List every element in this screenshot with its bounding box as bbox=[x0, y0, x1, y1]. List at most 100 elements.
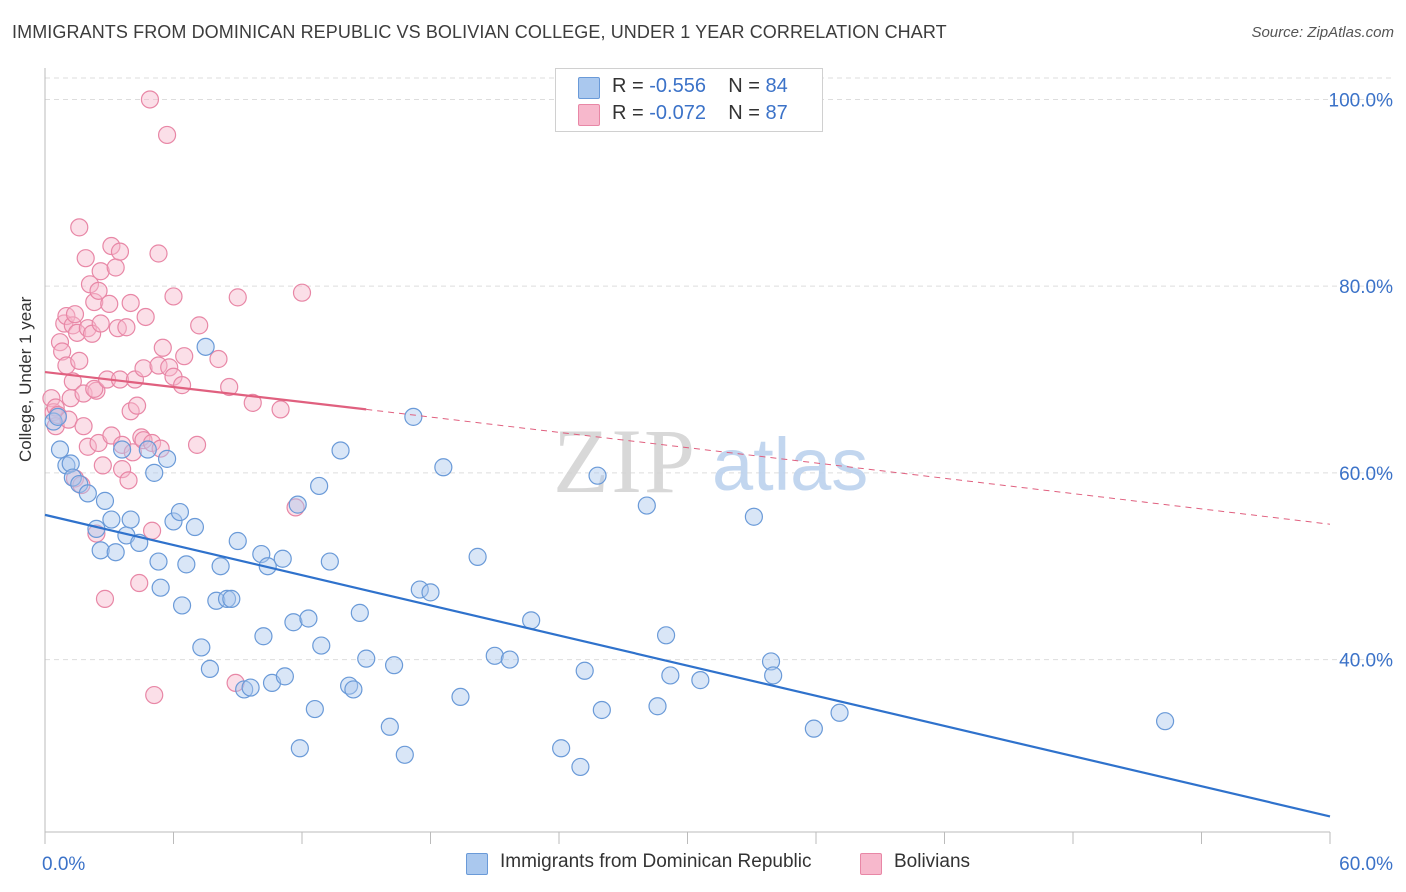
data-point-dominican bbox=[637, 496, 656, 515]
data-point-dominican bbox=[830, 703, 849, 722]
legend-r-label: R = bbox=[612, 75, 650, 97]
data-point-bolivians bbox=[119, 471, 138, 490]
watermark-zip: ZIP bbox=[553, 410, 697, 512]
data-point-bolivians bbox=[87, 524, 106, 543]
data-point-dominican bbox=[380, 717, 399, 736]
data-point-dominican bbox=[151, 578, 170, 597]
data-point-dominican bbox=[691, 671, 710, 690]
legend-swatch-pink bbox=[578, 104, 600, 126]
data-point-dominican bbox=[804, 719, 823, 738]
data-point-bolivians bbox=[175, 347, 194, 366]
legend-swatch-blue bbox=[578, 77, 600, 99]
data-point-dominican bbox=[284, 613, 303, 632]
data-point-bolivians bbox=[142, 521, 162, 540]
data-point-dominican bbox=[485, 646, 504, 665]
data-point-dominican bbox=[200, 659, 220, 679]
data-point-bolivians bbox=[95, 589, 115, 608]
legend-n-label: N = bbox=[728, 75, 766, 97]
data-point-bolivians bbox=[153, 338, 172, 357]
legend-r-label: R = bbox=[612, 102, 650, 124]
data-point-dominican bbox=[320, 552, 339, 571]
data-point-bolivians bbox=[286, 498, 305, 517]
data-point-bolivians bbox=[145, 685, 164, 705]
data-point-bolivians bbox=[85, 292, 104, 312]
data-point-bolivians bbox=[78, 437, 97, 456]
data-point-bolivians bbox=[112, 460, 132, 479]
data-point-dominican bbox=[63, 468, 82, 487]
data-point-dominican bbox=[410, 580, 429, 599]
data-point-dominican bbox=[1155, 712, 1175, 731]
data-point-bolivians bbox=[91, 262, 110, 281]
grid-lines bbox=[45, 77, 1395, 661]
data-point-dominican bbox=[145, 463, 164, 482]
data-point-bolivians bbox=[53, 342, 72, 361]
data-point-dominican bbox=[310, 476, 329, 496]
data-point-dominican bbox=[468, 547, 487, 566]
data-point-bolivians bbox=[130, 573, 149, 593]
data-point-dominican bbox=[395, 745, 414, 764]
legend-swatch-blue bbox=[466, 853, 488, 875]
data-point-bolivians bbox=[292, 283, 312, 302]
data-point-bolivians bbox=[127, 396, 147, 415]
bolivians-points bbox=[42, 90, 312, 705]
data-point-bolivians bbox=[172, 376, 192, 395]
data-point-dominican bbox=[106, 543, 125, 562]
data-point-bolivians bbox=[136, 307, 155, 327]
data-point-dominican bbox=[575, 661, 594, 680]
data-point-bolivians bbox=[70, 351, 89, 370]
data-point-dominican bbox=[344, 680, 363, 699]
data-point-bolivians bbox=[140, 90, 160, 109]
data-point-bolivians bbox=[121, 293, 140, 313]
data-point-bolivians bbox=[187, 435, 207, 454]
data-point-dominican bbox=[102, 510, 121, 529]
data-point-dominican bbox=[350, 603, 369, 622]
data-point-dominican bbox=[275, 667, 294, 686]
trend-lines bbox=[44, 370, 1331, 818]
data-point-dominican bbox=[235, 680, 254, 699]
x-tick-label: 0.0% bbox=[42, 854, 85, 875]
data-point-dominican bbox=[61, 454, 80, 473]
data-point-dominican bbox=[91, 541, 110, 560]
data-point-dominican bbox=[121, 510, 140, 529]
y-tick-label: 40.0% bbox=[1339, 651, 1393, 672]
data-point-bolivians bbox=[85, 379, 104, 398]
data-point-dominican bbox=[177, 555, 196, 574]
data-point-dominican bbox=[384, 656, 404, 675]
data-point-dominican bbox=[228, 531, 247, 551]
data-point-bolivians bbox=[93, 456, 112, 475]
data-point-dominican bbox=[50, 440, 70, 459]
data-point-bolivians bbox=[74, 417, 93, 436]
data-point-dominican bbox=[500, 650, 519, 669]
legend-n-value: 84 bbox=[765, 75, 788, 97]
watermark: ZIP atlas bbox=[553, 410, 868, 512]
legend-r-value: -0.072 bbox=[649, 102, 706, 124]
data-point-bolivians bbox=[190, 316, 209, 335]
y-tick-label: 100.0% bbox=[1329, 90, 1394, 111]
data-point-bolivians bbox=[110, 242, 130, 261]
data-point-dominican bbox=[656, 626, 676, 645]
data-point-bolivians bbox=[68, 323, 87, 342]
data-point-bolivians bbox=[112, 435, 132, 454]
legend-r-value: -0.556 bbox=[649, 75, 706, 97]
data-point-bolivians bbox=[42, 389, 61, 408]
data-point-bolivians bbox=[70, 218, 89, 237]
data-point-dominican bbox=[222, 589, 241, 608]
data-point-bolivians bbox=[89, 281, 108, 300]
data-point-dominican bbox=[421, 583, 440, 602]
data-point-dominican bbox=[157, 449, 177, 468]
data-point-dominican bbox=[522, 611, 541, 630]
trend-line-bolivians-extrapolated bbox=[366, 408, 1331, 525]
data-point-dominican bbox=[434, 458, 453, 477]
data-point-dominican bbox=[744, 507, 763, 526]
data-point-bolivians bbox=[149, 244, 168, 263]
legend-series-name: Bolivians bbox=[894, 851, 971, 872]
data-point-bolivians bbox=[243, 393, 262, 412]
chart-title: IMMIGRANTS FROM DOMINICAN REPUBLIC VS BO… bbox=[12, 22, 947, 42]
data-point-dominican bbox=[761, 652, 781, 671]
data-point-bolivians bbox=[220, 377, 239, 397]
legend-n-value: 87 bbox=[765, 102, 788, 124]
data-point-bolivians bbox=[65, 305, 85, 324]
data-point-bolivians bbox=[151, 439, 170, 458]
data-point-dominican bbox=[592, 700, 611, 720]
